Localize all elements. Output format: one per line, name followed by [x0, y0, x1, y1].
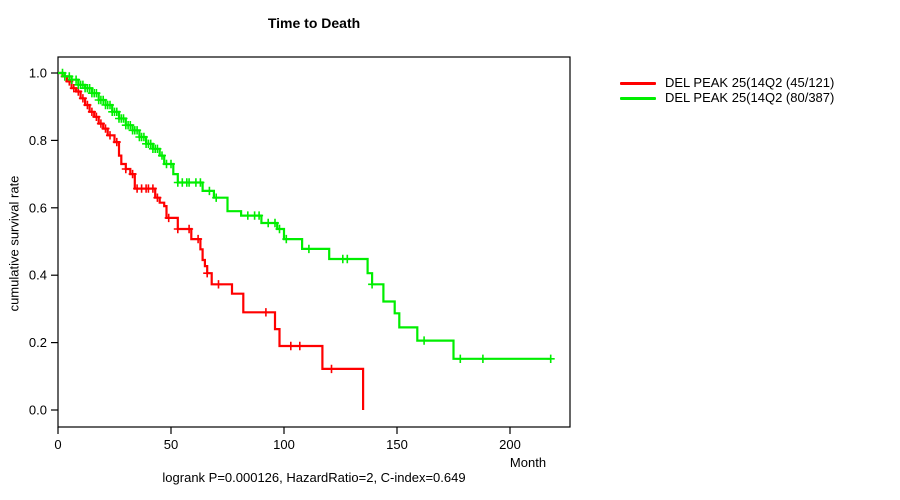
chart-title: Time to Death	[267, 15, 361, 31]
x-axis-tick-label: 100	[273, 437, 295, 452]
y-axis-tick-label: 0.0	[29, 403, 47, 418]
survival-curve-1	[58, 71, 551, 360]
censor-marks-0	[60, 72, 336, 374]
x-axis-tick-label: 0	[54, 437, 61, 452]
legend-swatch-green-line	[620, 96, 656, 100]
y-axis-tick-label: 0.6	[29, 200, 47, 215]
legend-label-red: DEL PEAK 25(14Q2 (45/121)	[665, 75, 835, 90]
y-axis-label: cumulative survival rate	[6, 175, 22, 312]
x-axis-tick-label: 50	[164, 437, 178, 452]
legend: DEL PEAK 25(14Q2 (45/121) DEL PEAK 25(14…	[620, 76, 834, 106]
y-axis-tick-label: 1.0	[29, 66, 47, 81]
stats-annotation: logrank P=0.000126, HazardRatio=2, C-ind…	[162, 470, 466, 485]
x-axis-tick-label: 150	[386, 437, 408, 452]
legend-label-green: DEL PEAK 25(14Q2 (80/387)	[665, 90, 835, 105]
y-axis-tick-label: 0.2	[29, 335, 47, 350]
legend-item-green: DEL PEAK 25(14Q2 (80/387)	[620, 91, 834, 105]
x-axis-tick-label: 200	[499, 437, 521, 452]
x-axis-label: Month	[509, 455, 547, 470]
plot-box	[57, 56, 571, 428]
legend-item-red: DEL PEAK 25(14Q2 (45/121)	[620, 76, 834, 90]
legend-swatch-red-line	[620, 81, 656, 85]
censor-marks-1	[58, 68, 555, 363]
y-axis-tick-label: 0.4	[29, 268, 47, 283]
y-axis-tick-label: 0.8	[29, 133, 47, 148]
